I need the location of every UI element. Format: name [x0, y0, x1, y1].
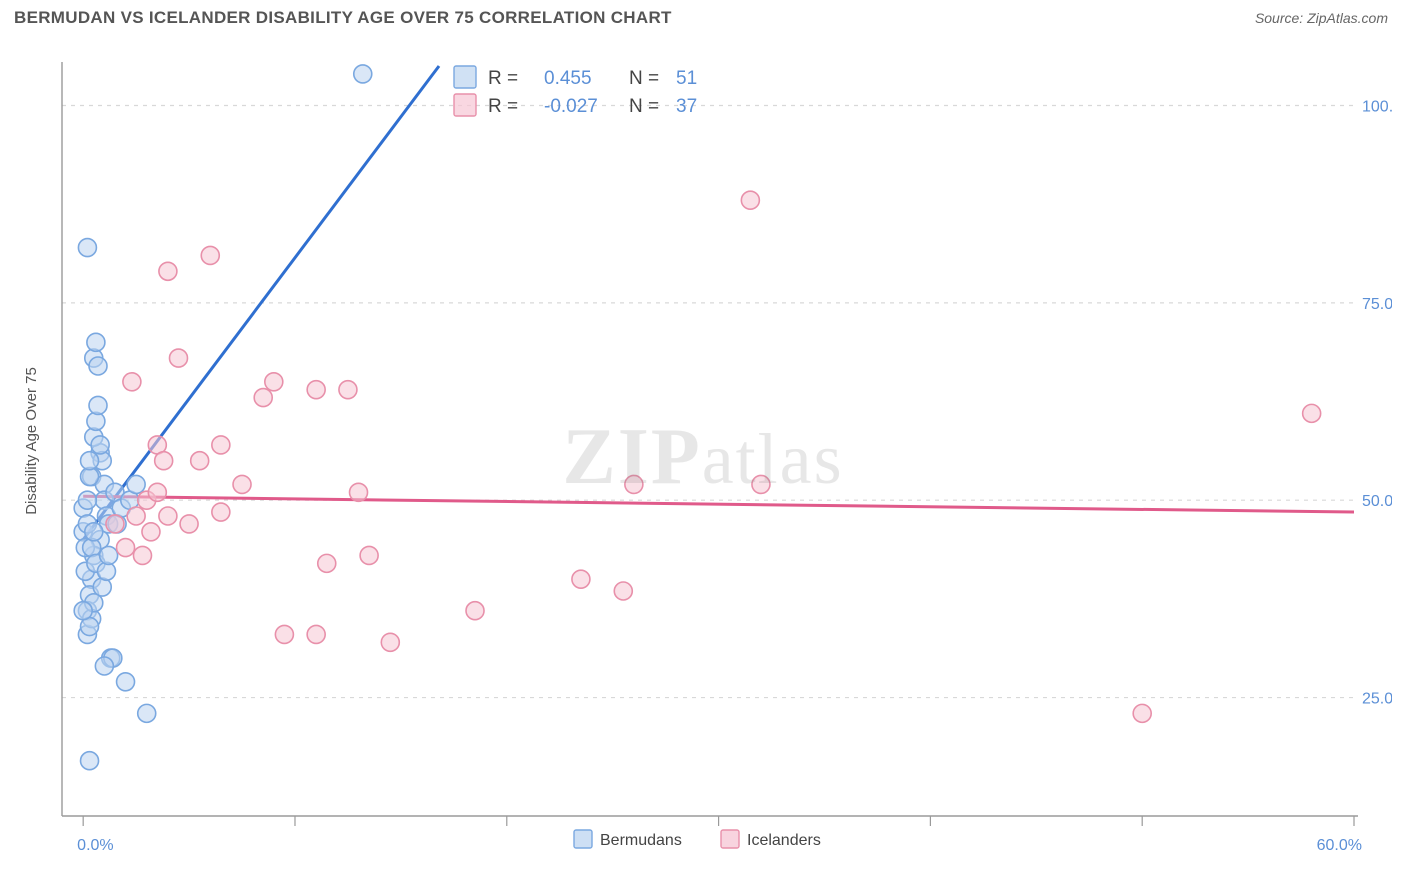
- stats-r-label: R =: [488, 68, 518, 89]
- icelanders-point: [159, 262, 177, 280]
- correlation-scatter-chart: 25.0% 50.0% 75.0% 100.0% 0.0% 60.0% Disability…: [14, 46, 1392, 878]
- icelanders-point: [169, 349, 187, 367]
- bermudans-point: [138, 704, 156, 722]
- icelanders-point: [117, 539, 135, 557]
- y-axis-label: Disability Age Over 75: [23, 367, 40, 515]
- icelanders-point: [133, 546, 151, 564]
- icelanders-trendline: [83, 496, 1354, 512]
- bermudans-point: [81, 452, 99, 470]
- icelanders-point: [741, 191, 759, 209]
- stats-n-label: N =: [629, 96, 659, 117]
- icelanders-point: [106, 515, 124, 533]
- icelanders-point: [318, 554, 336, 572]
- bermudans-point: [354, 65, 372, 83]
- icelanders-point: [307, 381, 325, 399]
- stats-n-label: N =: [629, 68, 659, 89]
- stats-n-value: 37: [676, 96, 697, 117]
- icelanders-point: [191, 452, 209, 470]
- icelanders-point: [752, 475, 770, 493]
- x-tick-label: 60.0%: [1317, 837, 1362, 854]
- chart-title: BERMUDAN VS ICELANDER DISABILITY AGE OVE…: [14, 8, 672, 28]
- bermudans-point: [87, 333, 105, 351]
- bermudans-point: [78, 491, 96, 509]
- icelanders-point: [254, 389, 272, 407]
- icelanders-point: [614, 582, 632, 600]
- bermudans-point: [74, 602, 92, 620]
- icelanders-point: [350, 483, 368, 501]
- stats-swatch: [454, 66, 476, 88]
- legend-swatch: [721, 830, 739, 848]
- legend-label: Icelanders: [747, 832, 821, 849]
- bermudans-point: [89, 396, 107, 414]
- bermudans-point: [81, 752, 99, 770]
- bermudans-point: [100, 546, 118, 564]
- icelanders-point: [212, 436, 230, 454]
- icelanders-point: [159, 507, 177, 525]
- bermudans-point: [85, 523, 103, 541]
- stats-r-value: -0.027: [544, 96, 598, 117]
- icelanders-point: [155, 452, 173, 470]
- y-tick-label: 25.0%: [1362, 691, 1392, 708]
- icelanders-point: [201, 246, 219, 264]
- source-link[interactable]: ZipAtlas.com: [1307, 10, 1388, 26]
- bermudans-point: [127, 475, 145, 493]
- stats-r-value: 0.455: [544, 68, 592, 89]
- chart-container: 25.0% 50.0% 75.0% 100.0% 0.0% 60.0% Disability…: [14, 46, 1392, 878]
- icelanders-point: [381, 633, 399, 651]
- bermudans-point: [89, 357, 107, 375]
- bermudans-point: [95, 657, 113, 675]
- bermudans-point: [91, 436, 109, 454]
- icelanders-point: [212, 503, 230, 521]
- header: BERMUDAN VS ICELANDER DISABILITY AGE OVE…: [0, 0, 1406, 34]
- icelanders-point: [127, 507, 145, 525]
- source-label: Source:: [1255, 10, 1307, 26]
- bermudans-point: [117, 673, 135, 691]
- icelanders-point: [625, 475, 643, 493]
- icelanders-point: [466, 602, 484, 620]
- icelanders-point: [123, 373, 141, 391]
- icelanders-point: [339, 381, 357, 399]
- icelanders-point: [142, 523, 160, 541]
- icelanders-point: [265, 373, 283, 391]
- icelanders-point: [148, 483, 166, 501]
- bermudans-point: [78, 239, 96, 257]
- y-tick-label: 50.0%: [1362, 493, 1392, 510]
- x-tick-label: 0.0%: [77, 837, 113, 854]
- y-tick-label: 100.0%: [1362, 98, 1392, 115]
- icelanders-point: [233, 475, 251, 493]
- icelanders-point: [1303, 404, 1321, 422]
- stats-swatch: [454, 94, 476, 116]
- icelanders-point: [275, 625, 293, 643]
- icelanders-point: [572, 570, 590, 588]
- legend-label: Bermudans: [600, 832, 682, 849]
- icelanders-point: [180, 515, 198, 533]
- stats-n-value: 51: [676, 68, 697, 89]
- legend-swatch: [574, 830, 592, 848]
- source: Source: ZipAtlas.com: [1255, 10, 1388, 26]
- icelanders-point: [360, 546, 378, 564]
- icelanders-point: [1133, 704, 1151, 722]
- y-tick-label: 75.0%: [1362, 296, 1392, 313]
- stats-r-label: R =: [488, 96, 518, 117]
- icelanders-point: [307, 625, 325, 643]
